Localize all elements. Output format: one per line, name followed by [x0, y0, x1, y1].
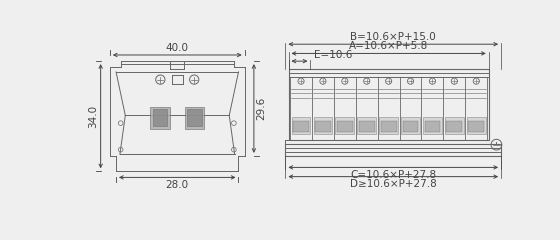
- Bar: [293, 121, 309, 132]
- Bar: [381, 121, 396, 132]
- Bar: [445, 117, 464, 134]
- Bar: [424, 121, 440, 132]
- Bar: [315, 121, 331, 132]
- Text: D≥10.6×P+27.8: D≥10.6×P+27.8: [350, 179, 437, 189]
- Text: 34.0: 34.0: [88, 105, 99, 128]
- Text: C=10.6×P+27.8: C=10.6×P+27.8: [350, 170, 436, 180]
- Bar: [335, 117, 354, 134]
- Bar: [403, 121, 418, 132]
- Bar: [379, 117, 398, 134]
- Text: 28.0: 28.0: [166, 180, 189, 190]
- Bar: [187, 109, 202, 126]
- Text: 40.0: 40.0: [166, 43, 189, 53]
- Bar: [423, 117, 442, 134]
- Bar: [401, 117, 420, 134]
- Bar: [153, 109, 167, 126]
- Bar: [337, 121, 353, 132]
- Text: A=10.6×P+5.8: A=10.6×P+5.8: [349, 41, 428, 51]
- Bar: [468, 121, 484, 132]
- Bar: [446, 121, 462, 132]
- Text: E=10.6: E=10.6: [314, 50, 352, 60]
- Bar: [359, 121, 375, 132]
- Bar: [292, 117, 310, 134]
- Bar: [185, 107, 204, 128]
- Bar: [314, 117, 332, 134]
- Bar: [150, 107, 170, 128]
- Bar: [357, 117, 376, 134]
- Bar: [288, 69, 489, 140]
- Text: 29.6: 29.6: [256, 97, 266, 120]
- Bar: [286, 144, 501, 156]
- Bar: [467, 117, 486, 134]
- Text: B=10.6×P+15.0: B=10.6×P+15.0: [351, 32, 436, 42]
